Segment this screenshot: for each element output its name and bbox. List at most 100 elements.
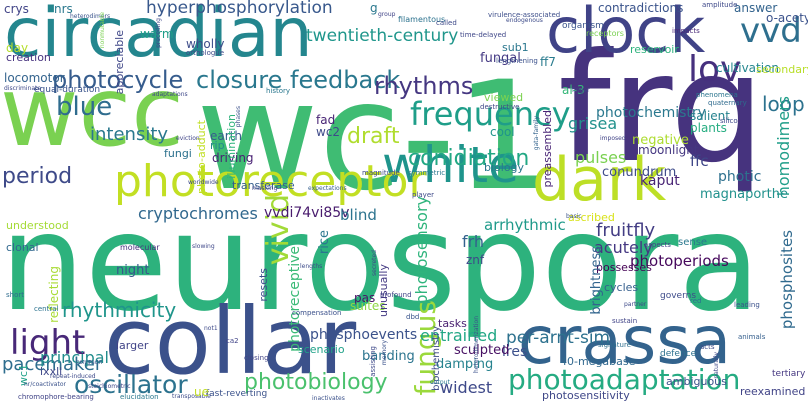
word-phosphosites: phosphosites [778, 230, 796, 330]
word-al-3: al-3 [562, 83, 585, 97]
word-sub1: sub1 [502, 41, 529, 54]
word-acts: acts [700, 343, 715, 351]
word-time-delayed: time-delayed [460, 31, 507, 39]
word-cool: cool [490, 125, 515, 139]
word-transposable: transposable [172, 393, 211, 400]
word-arrhythmic: arrhythmic [484, 216, 566, 234]
word-contradictions: contradictions [598, 1, 684, 15]
word-entrained: entrained [420, 326, 498, 345]
word-basic: basic [566, 213, 582, 220]
word-per-arnt-sim: per-arnt-sim [506, 328, 611, 348]
word-quaternary: quaternary [708, 99, 747, 107]
word-moonlight: moonlight [638, 143, 699, 157]
word-animals: animals [738, 333, 766, 341]
word-nrs: nrs [54, 2, 73, 16]
word-defence: defence [660, 349, 697, 359]
word-blind: blind [340, 206, 377, 224]
word-loop: loop [762, 92, 805, 116]
word-secreted: secreted [371, 250, 378, 276]
word-ascribed: ascribed [568, 211, 615, 224]
word-principal: principal [40, 348, 109, 367]
word-heterodimerization: heterodimerization [473, 316, 480, 374]
word-orthologue: orthologue [186, 49, 225, 57]
word-leading: leading [734, 301, 760, 309]
word-finger: finger [572, 87, 590, 94]
word-ue: ue [194, 385, 209, 399]
word-biology: biology [484, 161, 525, 174]
word-player: player [412, 191, 435, 199]
word-sustain: sustain [612, 317, 638, 325]
word-conidiation: conidiation [408, 146, 530, 171]
word-heterodimers: heterodimers [70, 13, 111, 20]
word-output: output [430, 379, 450, 386]
word-elucidation: elucidation [120, 393, 159, 401]
word-damping: damping [436, 357, 494, 372]
word-vvdi74vi85v: vvdi74vi85v [264, 205, 350, 221]
word-g: g [370, 1, 378, 15]
word-tertiary: tertiary [772, 369, 806, 379]
word-organism: organism [562, 21, 604, 31]
word-frequency: frequency [410, 95, 571, 133]
word-widest: widest [440, 378, 493, 397]
word-brightness: brightness [589, 246, 604, 315]
word-preceding: preceding [155, 18, 162, 48]
word-photoadaptation: photoadaptation [508, 363, 741, 396]
word-cycles: cycles [604, 281, 639, 294]
word-destructive: destructive [480, 103, 520, 111]
word-o-acetyl: o-acetyl [766, 11, 808, 25]
word-signature: signature [598, 341, 631, 349]
word-compensation: compensation [292, 309, 342, 317]
word-salient: salient [690, 109, 730, 123]
word-reservoir: reservoir [630, 43, 679, 56]
word-oscillator: oscillator [74, 370, 188, 399]
word-blue: blue [56, 92, 113, 122]
word-worldwide: worldwide [188, 179, 219, 186]
word-photic: photic [718, 169, 762, 185]
word-twentieth-century: twentieth-century [306, 26, 459, 46]
word-red: red [690, 297, 702, 305]
word-larger: larger [116, 339, 149, 352]
word-expectations: expectations [308, 185, 347, 192]
word-tasks: tasks [438, 317, 467, 330]
word-endogenous: endogenous [506, 17, 543, 24]
word-rip: rip [210, 139, 225, 152]
word-frq: frq [558, 22, 766, 196]
word-gata-family: gata-family [533, 116, 540, 151]
word-imposed: imposed [600, 135, 626, 142]
word-short: short [6, 291, 24, 299]
word-rhythmicity: rhythmicity [62, 298, 177, 322]
word-symmetric: symmetric [408, 169, 446, 177]
word-locomotor: locomotor [4, 71, 65, 85]
word-kaput: kaput [640, 173, 680, 189]
word-reflecting: reflecting [47, 266, 61, 323]
word-photoreceptor: photoreceptor [114, 156, 427, 207]
word-answer: answer [734, 1, 778, 15]
word-fruitfly: fruitfly [596, 220, 656, 241]
word-suites: suites [350, 299, 386, 313]
word-photochemistry: photochemistry [596, 105, 706, 121]
word-conundrum: conundrum [602, 165, 677, 180]
word-central: central [34, 305, 59, 313]
word-fad: fad [316, 113, 336, 127]
word-intensity: intensity [90, 124, 169, 145]
word-possesses: possesses [596, 261, 652, 274]
word-pulses: pulses [575, 148, 627, 167]
word-profound: profound [380, 291, 412, 299]
word-vvd: vvd [740, 11, 802, 51]
word-circadian: circadian [4, 0, 313, 73]
word-clonal: clonal [6, 241, 39, 254]
word-banding: banding [362, 349, 415, 364]
word-called: called [436, 19, 457, 27]
word-viewed: viewed [484, 91, 524, 104]
word-dark: dark [532, 145, 667, 215]
word-not1: not1 [204, 325, 218, 332]
word-chromophore-bearing: chromophore-bearing [18, 393, 94, 401]
word-eviction: eviction [176, 135, 200, 142]
word-impacts: impacts [672, 27, 700, 35]
word-fungal: fungal [480, 51, 521, 66]
word-closure-feedback: closure feedback [196, 66, 401, 94]
word-crassa: crassa [518, 302, 732, 379]
word-slowing: slowing [192, 243, 215, 250]
word-assisting: assisting [369, 346, 377, 377]
word-virulence-associated: virulence-associated [488, 11, 561, 19]
